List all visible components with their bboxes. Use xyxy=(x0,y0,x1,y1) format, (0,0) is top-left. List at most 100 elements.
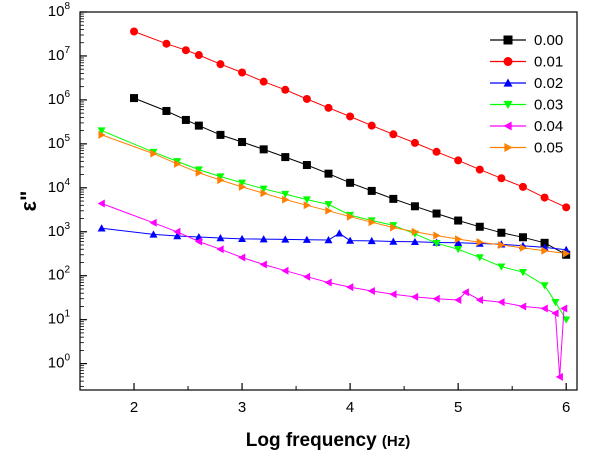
data-point xyxy=(260,189,268,198)
data-point xyxy=(302,161,311,170)
y-tick-label: 102 xyxy=(48,265,71,284)
data-point xyxy=(194,237,203,246)
data-point xyxy=(259,260,267,269)
data-point xyxy=(98,130,106,139)
data-point xyxy=(324,278,332,287)
data-point xyxy=(97,127,106,135)
data-point xyxy=(454,216,463,225)
data-point xyxy=(195,168,203,177)
data-point xyxy=(259,185,268,193)
data-point xyxy=(454,246,463,254)
data-point xyxy=(497,263,506,271)
data-point xyxy=(181,115,190,124)
data-point xyxy=(259,77,268,86)
y-tick-label: 106 xyxy=(48,89,71,108)
data-point xyxy=(410,292,419,301)
data-point xyxy=(173,227,181,236)
data-point xyxy=(162,39,171,48)
axis-ticks xyxy=(79,11,567,390)
legend-label: 0.02 xyxy=(534,75,563,92)
data-point xyxy=(346,112,355,121)
data-point xyxy=(324,201,333,209)
y-tick-label: 107 xyxy=(48,45,71,64)
y-tick-label: 108 xyxy=(48,1,71,20)
data-point xyxy=(454,238,463,247)
data-point xyxy=(367,236,376,245)
data-point xyxy=(555,372,563,381)
legend-item: 0.03 xyxy=(490,97,563,114)
legend-label: 0.00 xyxy=(534,32,563,49)
legend-marker xyxy=(504,143,513,152)
legend-label: 0.05 xyxy=(534,140,563,157)
x-tick-label: 6 xyxy=(562,399,570,416)
data-point xyxy=(367,121,376,130)
data-point xyxy=(475,254,484,262)
data-point xyxy=(216,234,225,242)
data-point xyxy=(540,282,549,290)
legend-item: 0.02 xyxy=(490,75,563,92)
data-point xyxy=(346,178,355,187)
data-point xyxy=(335,229,344,237)
series-line xyxy=(101,130,567,320)
data-point xyxy=(461,288,469,297)
x-axis-title: Log frequency (Hz) xyxy=(246,430,411,451)
legend-label: 0.03 xyxy=(534,97,563,114)
x-tick-labels: 2 3 4 5 6 xyxy=(130,399,571,416)
data-point xyxy=(551,298,560,307)
data-point xyxy=(162,106,171,115)
data-point xyxy=(518,233,527,242)
data-point xyxy=(497,174,506,183)
data-point xyxy=(281,85,290,94)
data-point xyxy=(540,304,548,313)
data-point xyxy=(433,231,441,240)
data-point xyxy=(302,272,311,281)
x-tick-label: 4 xyxy=(346,399,354,416)
y-tick-label: 105 xyxy=(48,133,71,152)
legend-item: 0.05 xyxy=(490,140,563,157)
data-point xyxy=(216,60,225,69)
series-0.04 xyxy=(97,199,568,381)
series-line xyxy=(101,203,565,377)
data-point xyxy=(281,190,290,199)
series-0.05 xyxy=(98,130,571,258)
data-point xyxy=(238,253,246,262)
series-0.01 xyxy=(130,27,571,212)
data-point xyxy=(551,309,559,318)
data-point xyxy=(238,138,247,147)
data-point xyxy=(560,304,568,313)
legend: 0.00 0.01 0.02 0.03 0.04 0.05 xyxy=(490,32,563,157)
series-layer xyxy=(97,27,571,381)
data-point xyxy=(389,290,397,299)
data-point xyxy=(475,222,484,231)
data-point xyxy=(389,237,398,245)
legend-marker xyxy=(503,57,513,66)
data-point xyxy=(454,235,463,244)
data-point xyxy=(368,218,376,227)
data-point xyxy=(411,227,419,236)
y-tick-label: 100 xyxy=(48,353,71,372)
data-point xyxy=(281,266,289,275)
data-point xyxy=(389,130,398,139)
data-point xyxy=(498,240,506,249)
data-point xyxy=(518,302,527,311)
legend-marker xyxy=(503,100,513,109)
data-point xyxy=(238,179,247,187)
data-point xyxy=(150,149,158,158)
data-point xyxy=(432,147,441,156)
data-point xyxy=(194,166,203,174)
legend-marker xyxy=(503,121,512,131)
data-point xyxy=(238,182,247,191)
y-tick-label: 104 xyxy=(48,177,71,196)
data-point xyxy=(497,298,505,307)
data-point xyxy=(130,94,139,103)
data-point xyxy=(541,246,549,255)
data-point xyxy=(216,245,224,254)
data-point xyxy=(540,238,549,247)
data-point xyxy=(194,121,203,130)
data-point xyxy=(475,296,483,305)
data-point xyxy=(475,165,484,174)
data-point xyxy=(238,234,247,243)
data-point xyxy=(281,153,290,162)
x-tick-label: 3 xyxy=(238,399,246,416)
